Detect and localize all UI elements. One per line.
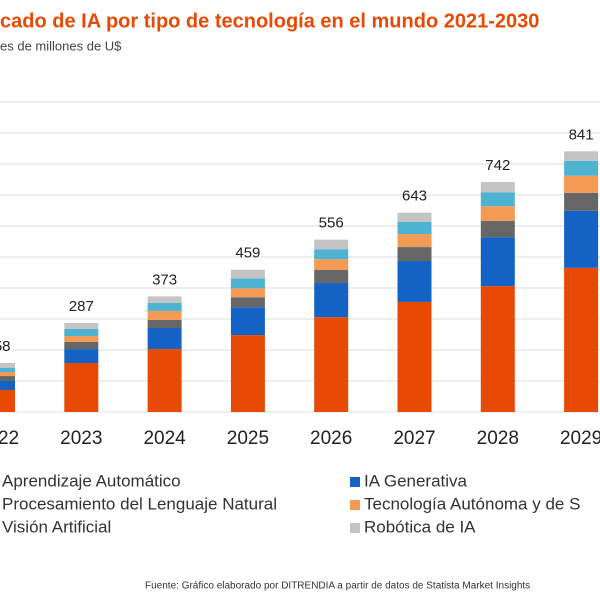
bar-segment xyxy=(314,249,349,260)
total-label: 556 xyxy=(319,215,344,232)
bar-segment xyxy=(564,267,599,412)
bar-segment xyxy=(0,376,15,381)
bar-segment xyxy=(314,259,349,271)
bar-segment xyxy=(64,336,99,342)
bar-segment xyxy=(147,310,182,320)
source-note: Fuente: Gráfico elaborado por DITRENDIA … xyxy=(145,581,530,592)
bar-segment xyxy=(564,192,599,211)
x-tick-label: 2022 xyxy=(0,428,19,449)
bar-segment xyxy=(230,269,265,279)
bar-segment xyxy=(147,302,182,311)
bar-segment xyxy=(564,210,599,268)
bar-segment xyxy=(314,270,349,284)
x-tick-label: 2029 xyxy=(560,428,600,449)
bar-segment xyxy=(147,327,182,350)
total-label: 373 xyxy=(152,271,177,288)
chart-title: cado de IA por tipo de tecnología en el … xyxy=(0,10,539,32)
bar-segment xyxy=(230,288,265,298)
bar-segment xyxy=(480,221,515,238)
bar-segment xyxy=(147,319,182,328)
bar-segment xyxy=(0,389,15,412)
total-label: 459 xyxy=(235,245,260,262)
bar-segment xyxy=(480,206,515,222)
bar-segment xyxy=(230,307,265,336)
legend-label: Robótica de IA xyxy=(364,517,476,536)
x-tick-label: 2025 xyxy=(227,428,269,449)
bar-segment xyxy=(397,221,432,235)
bar-segment xyxy=(64,323,99,329)
total-label: 287 xyxy=(69,298,94,315)
legend-swatch xyxy=(350,477,360,487)
legend-label: Aprendizaje Automático xyxy=(2,471,181,490)
bar-segment xyxy=(64,363,99,412)
x-tick-label: 2028 xyxy=(477,428,519,449)
legend-label: IA Generativa xyxy=(364,471,468,490)
bar-segment xyxy=(314,283,349,318)
legend-swatch xyxy=(350,523,360,533)
bar-segment xyxy=(480,192,515,207)
bar-segment xyxy=(397,261,432,302)
bar-segment xyxy=(397,301,432,412)
bar-segment xyxy=(230,278,265,289)
x-tick-label: 2024 xyxy=(143,428,186,449)
total-label: 841 xyxy=(569,126,594,143)
bar-segment xyxy=(397,234,432,248)
bar-segment xyxy=(397,247,432,262)
bar-segment xyxy=(480,237,515,287)
bar-segment xyxy=(64,349,99,364)
bar-segment xyxy=(147,349,182,412)
legend-label: Procesamiento del Lenguaje Natural xyxy=(2,494,277,513)
bar-segment xyxy=(230,297,265,308)
bar-segment xyxy=(480,181,515,193)
bar-segment xyxy=(64,341,99,350)
bar-segment xyxy=(0,381,15,390)
bar-segment xyxy=(314,317,349,412)
legend-label: Tecnología Autónoma y de S xyxy=(364,494,580,513)
legend-swatch xyxy=(350,500,360,510)
bar-segment xyxy=(314,239,349,250)
x-tick-label: 2027 xyxy=(393,428,435,449)
bar-segment xyxy=(564,160,599,176)
chart-subtitle: es de millones de U$ xyxy=(0,38,122,53)
total-label: 742 xyxy=(485,157,510,174)
legend-label: Visión Artificial xyxy=(2,517,111,536)
bar-segment xyxy=(397,212,432,222)
x-tick-label: 2023 xyxy=(60,428,102,449)
bar-segment xyxy=(480,286,515,412)
bar-segment xyxy=(0,372,15,377)
bar-segment xyxy=(564,175,599,193)
bar-segment xyxy=(0,367,15,373)
bar-segment xyxy=(0,363,15,368)
bar-segment xyxy=(64,328,99,337)
bar-segment xyxy=(230,335,265,412)
total-label: 643 xyxy=(402,188,427,205)
total-label: 158 xyxy=(0,338,11,355)
bar-segment xyxy=(147,296,182,303)
x-tick-label: 2026 xyxy=(310,428,352,449)
bar-segment xyxy=(564,151,599,161)
